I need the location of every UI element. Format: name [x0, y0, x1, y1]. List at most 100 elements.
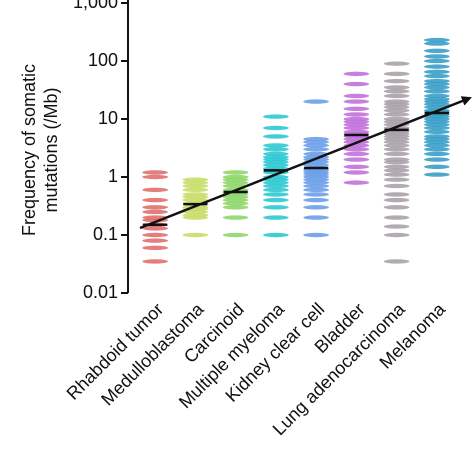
dot	[182, 232, 209, 238]
dot	[423, 85, 450, 90]
dot	[142, 259, 169, 264]
y-tick-label: 0.1	[93, 224, 118, 244]
trend-arrow	[139, 96, 472, 230]
dot	[423, 129, 450, 135]
y-tick-label: 1	[108, 166, 118, 186]
dot	[303, 162, 330, 168]
dot	[142, 187, 169, 193]
dot	[423, 151, 450, 157]
dot	[423, 69, 450, 75]
dot	[383, 159, 410, 165]
dot	[182, 209, 209, 215]
dot	[262, 147, 289, 152]
dot	[343, 112, 370, 117]
dot	[222, 232, 249, 238]
dot	[423, 122, 450, 127]
dot	[343, 180, 370, 185]
dot	[383, 139, 410, 145]
dot	[262, 232, 289, 238]
dot	[262, 143, 289, 148]
dot	[423, 93, 450, 99]
dot	[343, 99, 370, 104]
dot	[423, 125, 450, 131]
dot	[303, 187, 330, 193]
dot	[222, 201, 249, 206]
dot	[142, 238, 169, 243]
dot	[383, 183, 410, 189]
y-tick-label: 100	[88, 50, 118, 70]
dot	[383, 224, 410, 229]
dot	[142, 197, 169, 203]
y-axis-label: mutations (/Mb)	[41, 87, 61, 212]
dot	[423, 37, 450, 43]
dot	[262, 151, 289, 157]
dot	[343, 81, 370, 87]
dot	[182, 180, 209, 185]
dot	[423, 157, 450, 162]
dot	[343, 151, 370, 157]
dot	[383, 108, 410, 113]
dot	[222, 215, 249, 220]
dot	[383, 112, 410, 117]
dot	[423, 54, 450, 59]
dot	[383, 61, 410, 66]
dot	[383, 215, 410, 220]
dot	[383, 89, 410, 94]
dot	[423, 143, 450, 148]
dot	[383, 177, 410, 182]
dot	[383, 192, 410, 197]
dot	[303, 139, 330, 145]
dot	[222, 180, 249, 185]
dot	[343, 93, 370, 99]
dot	[303, 232, 330, 238]
y-axis-label: Frequency of somatic	[19, 64, 39, 236]
dot	[222, 197, 249, 203]
dot	[383, 151, 410, 157]
dot	[383, 104, 410, 110]
dot	[383, 259, 410, 264]
dot	[423, 172, 450, 177]
dot	[142, 226, 169, 231]
dot	[423, 58, 450, 64]
dot	[142, 170, 169, 175]
dot	[142, 174, 169, 180]
dot	[182, 187, 209, 193]
dot	[182, 183, 209, 189]
dot	[303, 183, 330, 189]
dot	[303, 205, 330, 210]
y-tick-label: 10	[98, 108, 118, 128]
dot	[423, 89, 450, 94]
dot	[383, 71, 410, 77]
dot	[343, 147, 370, 152]
y-tick-label: 0.01	[83, 282, 118, 302]
dot	[383, 93, 410, 99]
dot	[343, 170, 370, 175]
dot	[383, 197, 410, 203]
dot	[182, 215, 209, 220]
dot	[423, 81, 450, 87]
dot	[262, 183, 289, 189]
dot	[303, 215, 330, 220]
dot	[262, 215, 289, 220]
dot	[383, 164, 410, 169]
dot	[383, 168, 410, 173]
dot	[383, 143, 410, 148]
dot	[423, 73, 450, 79]
dot	[222, 170, 249, 175]
dot	[142, 209, 169, 215]
dot	[383, 232, 410, 238]
dot	[262, 180, 289, 185]
dot	[343, 106, 370, 111]
dot	[423, 164, 450, 169]
dot	[303, 192, 330, 197]
dot	[222, 205, 249, 210]
dot	[343, 164, 370, 169]
dot	[423, 48, 450, 53]
dot	[262, 205, 289, 210]
dot	[343, 125, 370, 131]
dot	[142, 205, 169, 210]
dot	[343, 157, 370, 162]
dot	[142, 245, 169, 251]
dot	[262, 125, 289, 131]
dot	[182, 197, 209, 203]
